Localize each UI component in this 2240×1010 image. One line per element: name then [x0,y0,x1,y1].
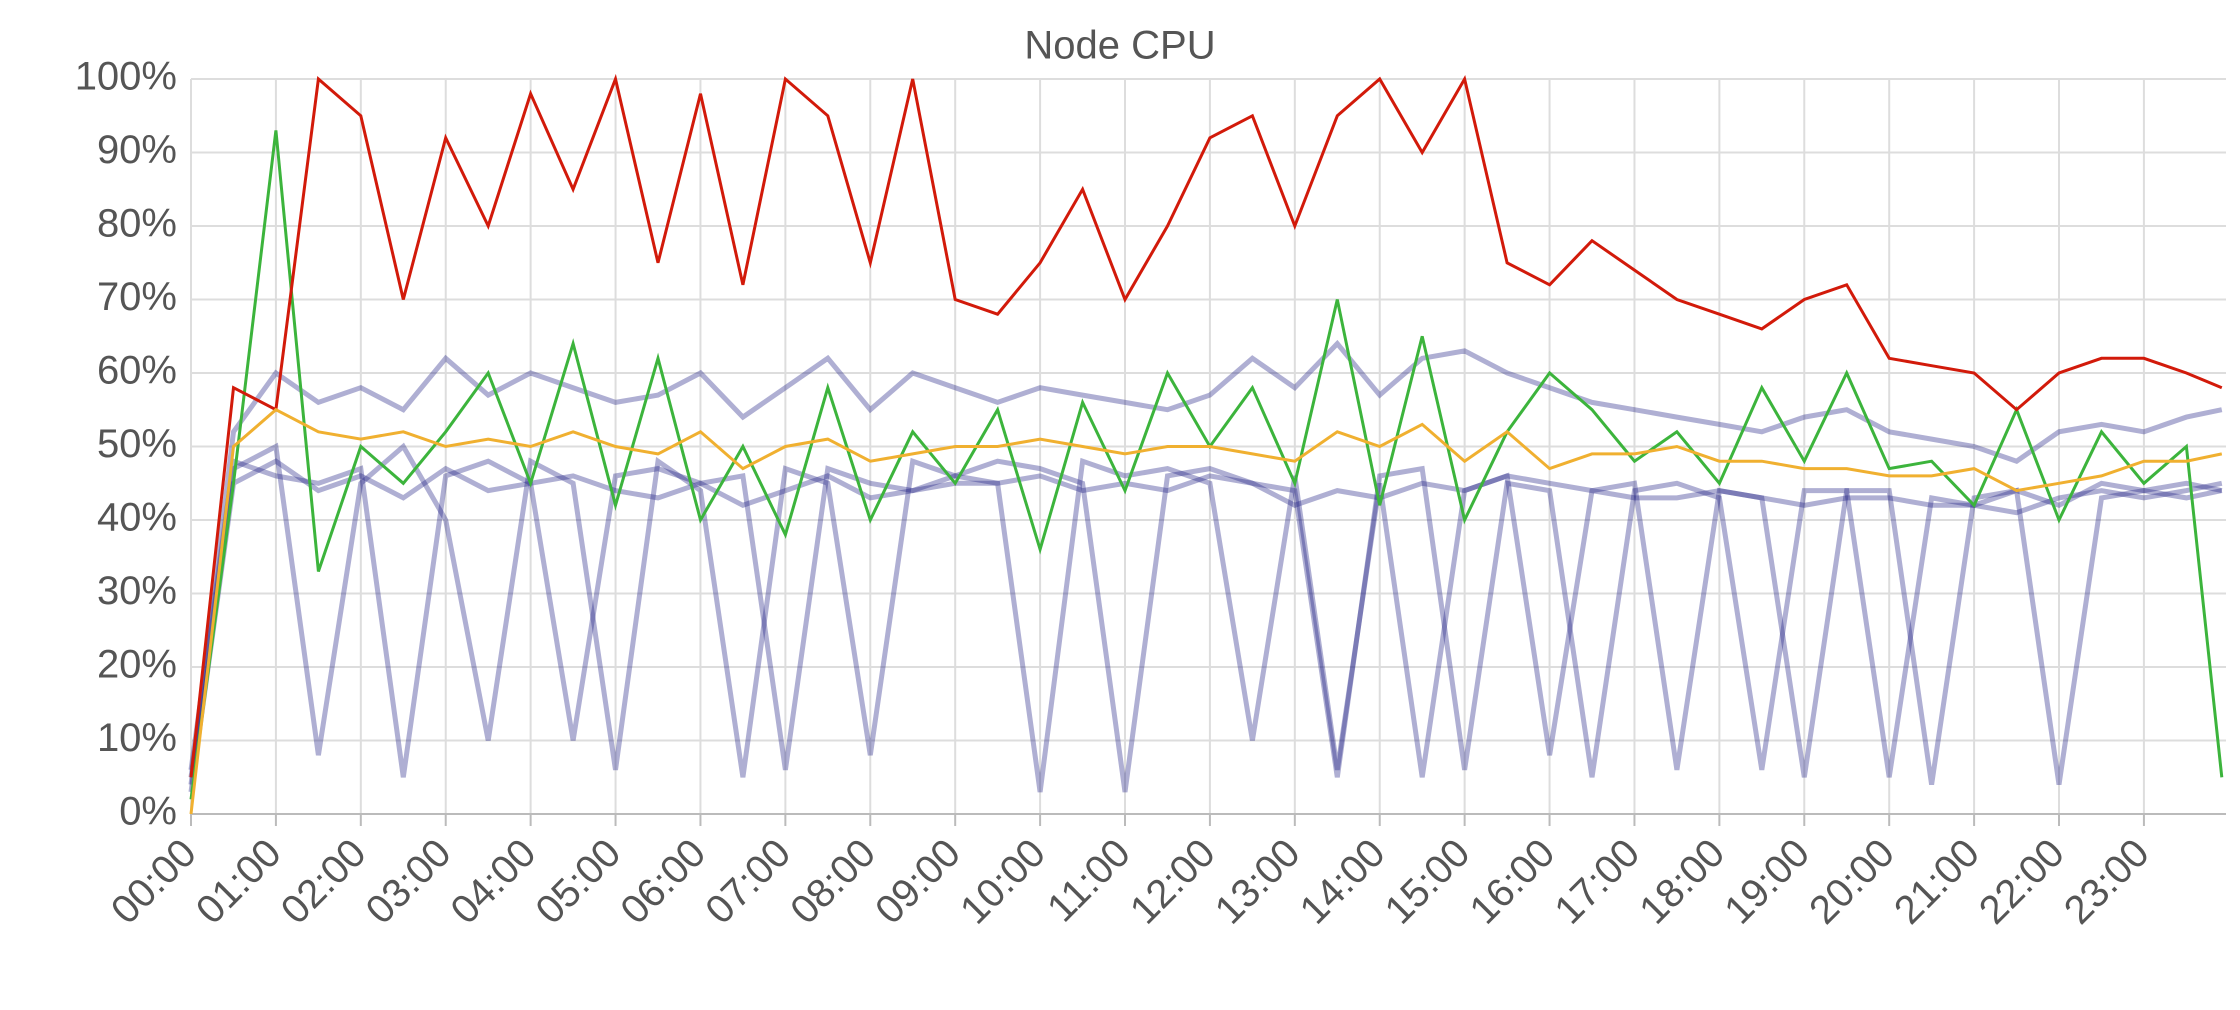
x-tick-label: 08:00 [782,831,884,933]
y-tick-label: 50% [97,422,177,466]
x-tick-label: 03:00 [358,831,460,933]
x-tick-label: 22:00 [1971,831,2073,933]
series-line [188,339,2223,785]
x-tick-label: 05:00 [527,831,629,933]
y-tick-label: 20% [97,643,177,687]
x-tick-label: 14:00 [1292,831,1394,933]
y-tick-label: 60% [97,349,177,393]
y-tick-label: 70% [97,275,177,319]
x-tick-label: 09:00 [867,831,969,933]
y-tick-label: 0% [119,790,177,834]
series-line [189,407,2223,815]
x-tick-label: 13:00 [1207,831,1309,933]
x-tick-label: 00:00 [103,831,205,933]
x-tick-label: 18:00 [1631,831,1733,933]
x-tick-label: 12:00 [1122,831,1224,933]
series-line [189,73,2223,778]
x-tick-label: 20:00 [1801,831,1903,933]
y-tick-label: 100% [75,55,177,99]
x-tick-label: 11:00 [1039,831,1139,931]
series-line [188,457,2223,793]
x-tick-label: 07:00 [697,831,799,933]
x-tick-label: 21:00 [1886,831,1988,933]
x-tick-label: 10:00 [952,831,1054,933]
y-tick-label: 10% [97,716,177,760]
x-tick-label: 02:00 [273,831,375,933]
chart-title: Node CPU [1024,24,1215,68]
y-tick-label: 40% [97,496,177,540]
series-line [188,458,2223,793]
x-tick-label: 04:00 [443,831,545,933]
x-tick-label: 15:00 [1377,831,1479,933]
x-tick-label: 23:00 [2056,831,2158,933]
x-tick-label: 16:00 [1461,831,1563,933]
x-tick-label: 01:00 [188,831,290,933]
y-tick-label: 30% [97,569,177,613]
x-tick-label: 19:00 [1716,831,1818,933]
x-tick-label: 06:00 [612,831,714,933]
series-line [188,442,2223,793]
y-tick-label: 80% [97,202,177,246]
x-tick-label: 17:00 [1546,831,1648,933]
y-tick-label: 90% [97,128,177,172]
